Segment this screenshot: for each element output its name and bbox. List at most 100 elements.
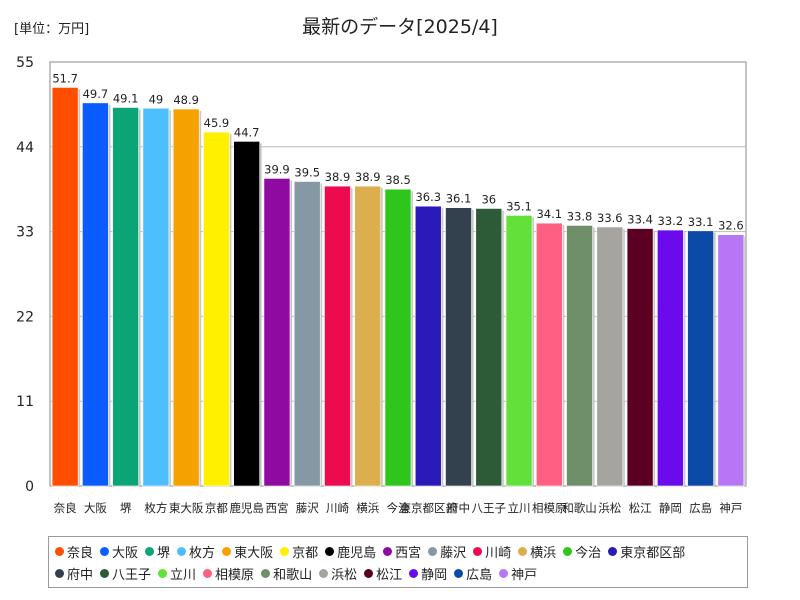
x-tick-label: 枚方 <box>144 501 167 515</box>
x-tick-label: 鹿児島 <box>229 501 264 515</box>
legend-label: 京都 <box>292 545 319 561</box>
legend-swatch <box>409 568 419 578</box>
legend-swatch <box>203 568 213 578</box>
legend-swatch <box>518 546 528 556</box>
data-label: 38.5 <box>385 173 411 187</box>
x-tick-label: 立川 <box>508 501 531 515</box>
legend-item: 浜松 <box>319 564 357 583</box>
data-label: 36.3 <box>415 190 441 204</box>
data-label: 49.7 <box>83 87 109 101</box>
legend-item: 東京都区部 <box>608 542 685 561</box>
legend-label: 和歌山 <box>273 567 313 583</box>
legend-label: 川崎 <box>485 545 512 561</box>
legend-item: 堺 <box>145 542 170 561</box>
legend-swatch <box>383 546 393 556</box>
legend-item: 立川 <box>158 564 196 583</box>
x-tick-label: 京都 <box>205 501 228 515</box>
data-label: 36 <box>481 192 496 206</box>
y-tick-label: 44 <box>16 140 34 156</box>
legend-swatch <box>222 546 232 556</box>
bar <box>354 185 382 487</box>
x-tick-label: 今治 <box>387 501 410 515</box>
bar <box>384 188 412 487</box>
legend-label: 浜松 <box>331 567 358 583</box>
bar <box>505 215 533 487</box>
x-tick-label: 藤沢 <box>296 501 319 515</box>
x-tick-label: 広島 <box>689 501 712 515</box>
legend-swatch <box>319 568 329 578</box>
data-label: 33.4 <box>627 213 653 227</box>
chart-title: 最新のデータ[2025/4] <box>302 16 498 38</box>
legend-item: 松江 <box>364 564 402 583</box>
legend: 奈良 大阪 堺 枚方 東大阪 京都 鹿児島 西宮 藤沢 川崎 横浜 今治 東京都区部 府中 八王子 立川 相模… <box>48 536 748 588</box>
x-tick-label: 東京都区部 <box>400 501 458 515</box>
legend-label: 今治 <box>575 545 602 561</box>
legend-swatch <box>280 546 290 556</box>
legend-swatch <box>499 568 509 578</box>
data-label: 36.1 <box>446 192 472 206</box>
legend-item: 鹿児島 <box>325 542 376 561</box>
legend-swatch <box>364 568 374 578</box>
bar <box>293 181 321 487</box>
x-tick-label: 静岡 <box>659 501 682 515</box>
legend-item: 枚方 <box>177 542 215 561</box>
legend-label: 東大阪 <box>234 545 274 561</box>
bar <box>475 208 503 487</box>
legend-swatch <box>177 546 187 556</box>
data-label: 34.1 <box>536 207 562 221</box>
legend-label: 松江 <box>376 567 403 583</box>
bar <box>82 102 109 487</box>
legend-item: 府中 <box>55 564 93 583</box>
data-label: 45.9 <box>204 116 230 130</box>
bar <box>142 107 170 487</box>
data-label: 33.6 <box>597 211 623 225</box>
legend-label: 広島 <box>466 567 493 583</box>
bar <box>626 228 654 487</box>
x-tick-label: 川崎 <box>326 501 349 515</box>
legend-swatch <box>473 546 483 556</box>
data-label: 33.8 <box>567 209 593 223</box>
legend-swatch <box>100 546 110 556</box>
legend-item: 相模原 <box>203 564 254 583</box>
bar <box>535 222 563 487</box>
legend-swatch <box>428 546 438 556</box>
legend-swatch <box>55 546 64 556</box>
legend-label: 奈良 <box>67 545 94 561</box>
data-label: 33.1 <box>688 215 714 229</box>
x-tick-label: 堺 <box>120 501 132 515</box>
bar <box>233 141 261 487</box>
legend-label: 相模原 <box>215 567 255 583</box>
legend-swatch <box>145 546 155 556</box>
legend-label: 西宮 <box>395 545 422 561</box>
legend-item: 広島 <box>454 564 492 583</box>
legend-label: 八王子 <box>112 567 152 583</box>
y-tick-label: 11 <box>16 394 34 410</box>
x-tick-label: 相模原 <box>532 501 567 515</box>
data-label: 38.9 <box>325 170 351 184</box>
data-label: 49 <box>149 92 164 106</box>
legend-item: 藤沢 <box>428 542 466 561</box>
legend-item: 横浜 <box>518 542 556 561</box>
legend-swatch <box>55 568 64 578</box>
data-label: 32.6 <box>718 219 744 233</box>
legend-swatch <box>100 568 110 578</box>
data-label: 49.1 <box>113 91 139 105</box>
legend-swatch <box>261 568 271 578</box>
y-tick-label: 33 <box>16 225 34 241</box>
legend-swatch <box>325 546 335 556</box>
data-label: 39.5 <box>294 165 320 179</box>
x-tick-label: 八王子 <box>472 501 507 515</box>
x-tick-label: 横浜 <box>356 501 379 515</box>
unit-label: [単位：万円] <box>14 22 90 37</box>
legend-swatch <box>158 568 168 578</box>
bar <box>657 229 684 487</box>
x-tick-label: 西宮 <box>265 501 288 515</box>
legend-item: 西宮 <box>383 542 421 561</box>
bar <box>324 185 351 487</box>
bar <box>112 107 139 487</box>
x-tick-label: 大阪 <box>84 501 107 515</box>
legend-item: 川崎 <box>473 542 511 561</box>
bar <box>414 205 442 487</box>
legend-row: 府中 八王子 立川 相模原 和歌山 浜松 松江 静岡 広島 神戸 <box>55 563 544 583</box>
